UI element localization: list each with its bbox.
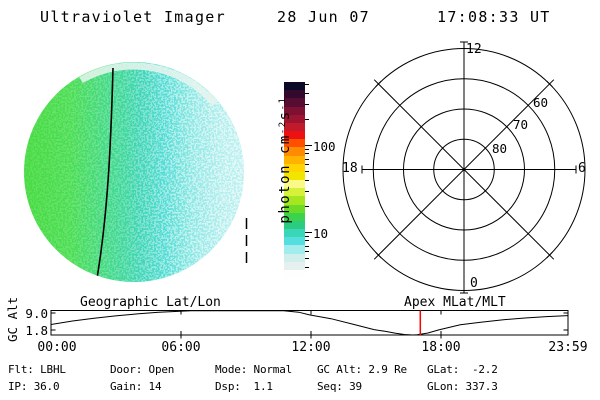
polar-mlat-mlt-grid — [342, 41, 586, 294]
colorbar-tick — [305, 240, 309, 242]
colorbar-band — [284, 98, 305, 107]
page-title: Ultraviolet Imager — [40, 8, 226, 26]
mlt-label-18: 18 — [342, 161, 358, 176]
colorbar-tick — [305, 153, 309, 155]
colorbar-tick — [305, 158, 309, 160]
colorbar-tick-label-100: 100 — [313, 139, 336, 154]
strip-xtick-1200: 12:00 — [291, 340, 331, 355]
colorbar-band — [284, 180, 305, 189]
colorbar-band — [284, 229, 305, 238]
strip-xtick-0000: 00:00 — [37, 340, 77, 355]
colorbar-tick — [305, 190, 309, 192]
colorbar-tick — [305, 92, 309, 94]
gc-alt-curve — [51, 310, 568, 336]
header-date: 28 Jun 07 — [277, 8, 370, 26]
colorbar-band — [284, 155, 305, 164]
status-gc-alt: GC Alt: 2.9 Re — [317, 363, 407, 376]
colorbar-unit-label: photon cm-2s-1 — [277, 96, 293, 224]
mlt-label-12: 12 — [466, 42, 482, 57]
colorbar-band — [284, 171, 305, 181]
status-dsp: Dsp: 1.1 — [215, 380, 273, 393]
colorbar-tick — [305, 251, 309, 253]
colorbar-ticks — [305, 82, 315, 278]
colorbar-band — [284, 220, 305, 230]
mlat-label-60: 60 — [533, 95, 549, 110]
colorbar-band — [284, 82, 305, 91]
strip-left-title: Geographic Lat/Lon — [80, 295, 221, 310]
strip-xtick-1800: 18:00 — [421, 340, 461, 355]
mlat-label-80: 80 — [492, 141, 508, 156]
colorbar-band — [284, 147, 305, 156]
strip-right-title: Apex MLat/MLT — [404, 295, 506, 310]
status-door: Door: Open — [110, 363, 175, 376]
colorbar-tick — [305, 232, 312, 233]
colorbar-band — [284, 253, 305, 262]
colorbar-band — [284, 196, 305, 205]
strip-chart-axis-ticks — [51, 310, 568, 339]
status-glat: GLat: -2.2 — [427, 363, 498, 376]
status-ip: IP: 36.0 — [8, 380, 60, 393]
colorbar-tick — [305, 245, 309, 247]
colorbar-tick-label-10: 10 — [313, 226, 329, 241]
colorbar-tick — [305, 164, 309, 166]
colorbar-band — [284, 237, 305, 246]
colorbar-band — [284, 212, 305, 221]
header-time: 17:08:33 UT — [437, 8, 551, 26]
terminator-line — [95, 67, 114, 282]
strip-ytick-1_8: 1.8 — [25, 323, 48, 338]
disk-body — [24, 62, 244, 282]
colorbar-tick — [305, 236, 309, 237]
colorbar-tick — [305, 118, 309, 120]
status-gain: Gain: 14 — [110, 380, 162, 393]
strip-xtick-2359: 23:59 — [548, 340, 588, 355]
mlt-label-6: 6 — [578, 161, 586, 176]
colorbar-tick — [305, 258, 309, 260]
colorbar-tick — [305, 179, 309, 181]
colorbar-band — [284, 204, 305, 213]
colorbar-tick — [305, 266, 309, 268]
colorbar-band — [284, 261, 305, 270]
colorbar-band — [284, 188, 305, 197]
colorbar — [284, 82, 305, 279]
strip-chart-frame — [50, 310, 569, 336]
colorbar-tick — [305, 103, 309, 105]
colorbar-tick — [305, 84, 309, 86]
colorbar-band — [284, 114, 305, 123]
status-filter: Flt: LBHL — [8, 363, 66, 376]
colorbar-band — [284, 122, 305, 132]
status-seq: Seq: 39 — [317, 380, 362, 393]
strip-ytick-9: 9.0 — [25, 306, 48, 321]
colorbar-band — [284, 163, 305, 172]
colorbar-band — [284, 269, 305, 279]
colorbar-tick — [305, 145, 312, 146]
status-glon: GLon: 337.3 — [427, 380, 498, 393]
uv-earth-disk-image — [24, 62, 248, 282]
pale-limb-fringe — [79, 62, 218, 107]
status-mode: Mode: Normal — [215, 363, 293, 376]
mlat-label-70: 70 — [513, 117, 529, 132]
colorbar-band — [284, 131, 305, 140]
colorbar-tick — [305, 205, 309, 207]
colorbar-band — [284, 139, 305, 148]
polar-axes — [361, 41, 577, 294]
colorbar-band — [284, 245, 305, 254]
colorbar-tick — [305, 171, 309, 173]
orbit-strip-chart — [50, 310, 569, 339]
strip-y-axis-label: GC Alt — [5, 296, 20, 342]
colorbar-band — [284, 106, 305, 115]
strip-xtick-0600: 06:00 — [161, 340, 201, 355]
colorbar-tick — [305, 149, 309, 150]
colorbar-band — [284, 90, 305, 99]
mlt-label-0: 0 — [470, 276, 478, 291]
